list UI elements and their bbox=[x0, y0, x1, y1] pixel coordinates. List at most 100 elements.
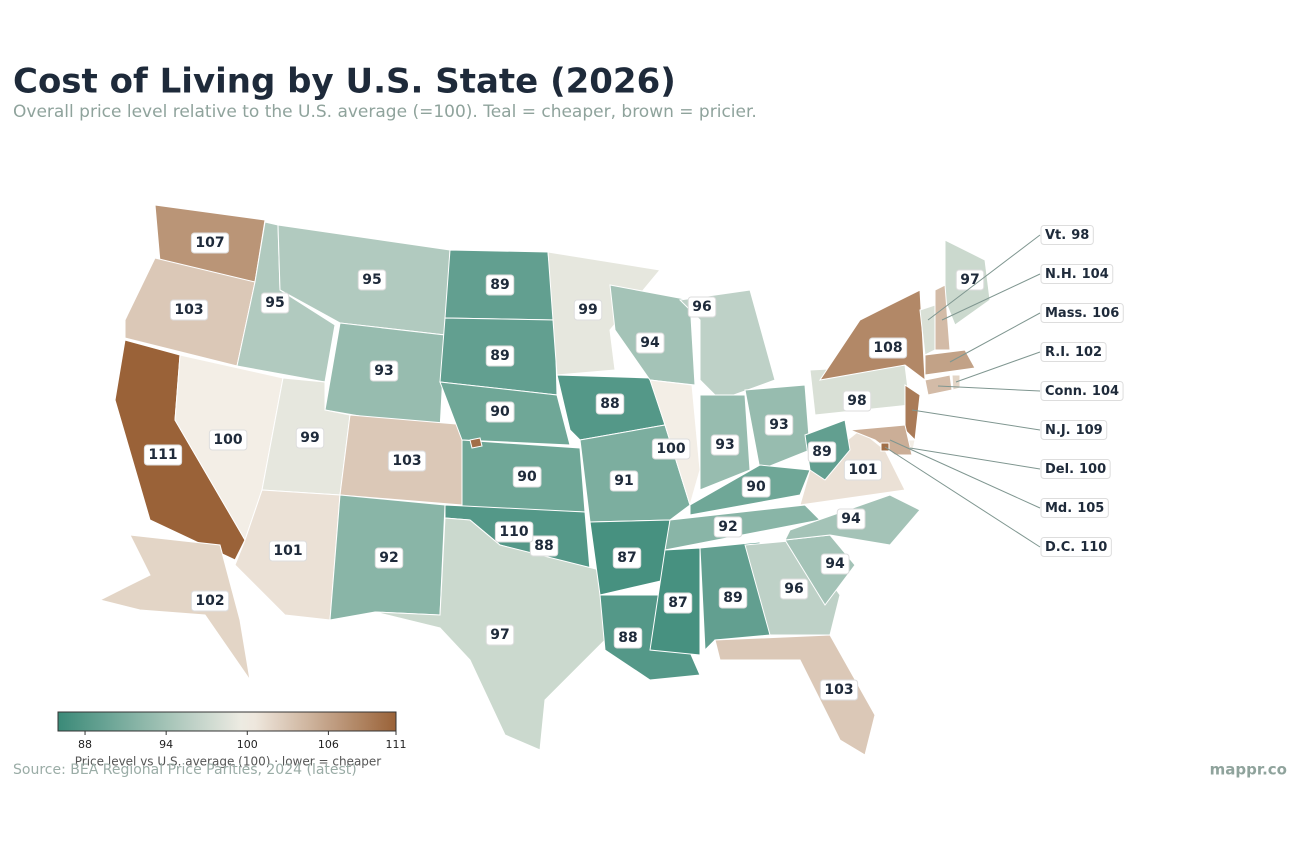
label-box bbox=[842, 390, 872, 412]
label-box bbox=[843, 459, 883, 481]
state bbox=[818, 289, 926, 382]
callout-line bbox=[909, 447, 1041, 470]
state-value: 100 bbox=[656, 441, 685, 457]
label-box bbox=[529, 535, 559, 557]
colorbar-label: Price level vs U.S. average (100) · lowe… bbox=[75, 755, 382, 769]
callout-name: N.J. bbox=[1045, 423, 1071, 438]
label-box bbox=[208, 429, 248, 451]
state bbox=[934, 284, 951, 351]
label-box bbox=[819, 679, 859, 701]
label-box bbox=[741, 476, 771, 498]
state-value: 91 bbox=[614, 473, 633, 489]
label-box bbox=[612, 547, 642, 569]
callout-name: Mass. bbox=[1045, 306, 1087, 321]
callout-label: Mass. 106 bbox=[1045, 306, 1119, 321]
callout-line bbox=[955, 351, 1041, 383]
label-box bbox=[512, 466, 542, 488]
state bbox=[599, 594, 701, 681]
state-value: 93 bbox=[374, 363, 393, 379]
labels: 107 103 111 95 100 95 93 99 103 101 92 89 89 90 90 88 97… bbox=[143, 225, 1124, 701]
colorbar-tick-label: 100 bbox=[237, 738, 258, 751]
state-value: 103 bbox=[392, 453, 421, 469]
label-box bbox=[485, 345, 515, 367]
label-box bbox=[718, 587, 748, 609]
state-value: 97 bbox=[490, 627, 509, 643]
label-box bbox=[779, 578, 809, 600]
state bbox=[849, 424, 913, 456]
callout-label: Md. 105 bbox=[1045, 501, 1104, 516]
label-box bbox=[807, 441, 837, 463]
colorbar-tick-label: 106 bbox=[318, 738, 339, 751]
label-box bbox=[836, 508, 866, 530]
state bbox=[714, 634, 876, 756]
label-box bbox=[613, 627, 643, 649]
callout-label: N.H. 104 bbox=[1045, 267, 1109, 282]
label-box bbox=[1040, 381, 1124, 401]
label-box bbox=[357, 269, 387, 291]
state-value: 89 bbox=[490, 277, 509, 293]
brand: mappr.co bbox=[1210, 761, 1287, 779]
callout-value: 110 bbox=[1080, 540, 1107, 555]
state-value: 89 bbox=[490, 348, 509, 364]
callout-name: N.H. bbox=[1045, 267, 1077, 282]
label-box bbox=[1040, 303, 1124, 323]
label-box bbox=[374, 547, 404, 569]
label-box bbox=[868, 337, 908, 359]
callout-line bbox=[884, 446, 1041, 548]
state-value: 88 bbox=[534, 538, 553, 554]
state-value: 87 bbox=[617, 550, 636, 566]
state-value: 111 bbox=[148, 447, 177, 463]
state-value: 97 bbox=[960, 272, 979, 288]
state-value: 100 bbox=[213, 432, 242, 448]
label-box bbox=[1040, 225, 1094, 245]
callout-name: Md. bbox=[1045, 501, 1072, 516]
state-value: 102 bbox=[195, 593, 224, 609]
callout-line bbox=[941, 273, 1041, 321]
label-box bbox=[1040, 420, 1108, 440]
label-box bbox=[485, 274, 515, 296]
callout-value: 109 bbox=[1076, 423, 1103, 438]
state-value: 87 bbox=[668, 595, 687, 611]
callout-value: 100 bbox=[1079, 462, 1106, 477]
state bbox=[547, 251, 661, 376]
state-value: 88 bbox=[600, 396, 619, 412]
callout-name: R.I. bbox=[1045, 345, 1070, 360]
callout-value: 106 bbox=[1092, 306, 1119, 321]
state-value: 94 bbox=[841, 511, 861, 527]
label-box bbox=[494, 521, 534, 543]
state bbox=[924, 349, 976, 376]
state-value: 90 bbox=[746, 479, 766, 495]
callout-label: Conn. 104 bbox=[1045, 384, 1119, 399]
callout-name: Vt. bbox=[1045, 228, 1066, 243]
label-box bbox=[190, 232, 230, 254]
callout-label: Vt. 98 bbox=[1045, 228, 1089, 243]
state-value: 98 bbox=[847, 393, 866, 409]
callout-line bbox=[927, 234, 1041, 321]
colorbar-tick-label: 88 bbox=[78, 738, 92, 751]
label-box bbox=[651, 438, 691, 460]
state-value: 99 bbox=[300, 430, 319, 446]
label-box bbox=[485, 401, 515, 423]
callout-value: 102 bbox=[1075, 345, 1102, 360]
state-value: 89 bbox=[723, 590, 742, 606]
state bbox=[951, 374, 961, 391]
label-box bbox=[295, 427, 325, 449]
label-box bbox=[260, 292, 290, 314]
label-box bbox=[169, 299, 209, 321]
source: Source: BEA Regional Price Parities, 202… bbox=[13, 762, 357, 778]
callout-value: 104 bbox=[1082, 267, 1109, 282]
state-value: 95 bbox=[265, 295, 284, 311]
callout-name: D.C. bbox=[1045, 540, 1075, 555]
state-value: 96 bbox=[692, 299, 711, 315]
callout-label: D.C. 110 bbox=[1045, 540, 1107, 555]
callout-label: Del. 100 bbox=[1045, 462, 1106, 477]
label-box bbox=[764, 414, 794, 436]
state-value: 93 bbox=[769, 417, 788, 433]
state bbox=[924, 374, 953, 396]
label-box bbox=[663, 592, 693, 614]
label-box bbox=[573, 299, 603, 321]
callout-label: R.I. 102 bbox=[1045, 345, 1102, 360]
callout-label: N.J. 109 bbox=[1045, 423, 1103, 438]
callout-value: 105 bbox=[1077, 501, 1104, 516]
